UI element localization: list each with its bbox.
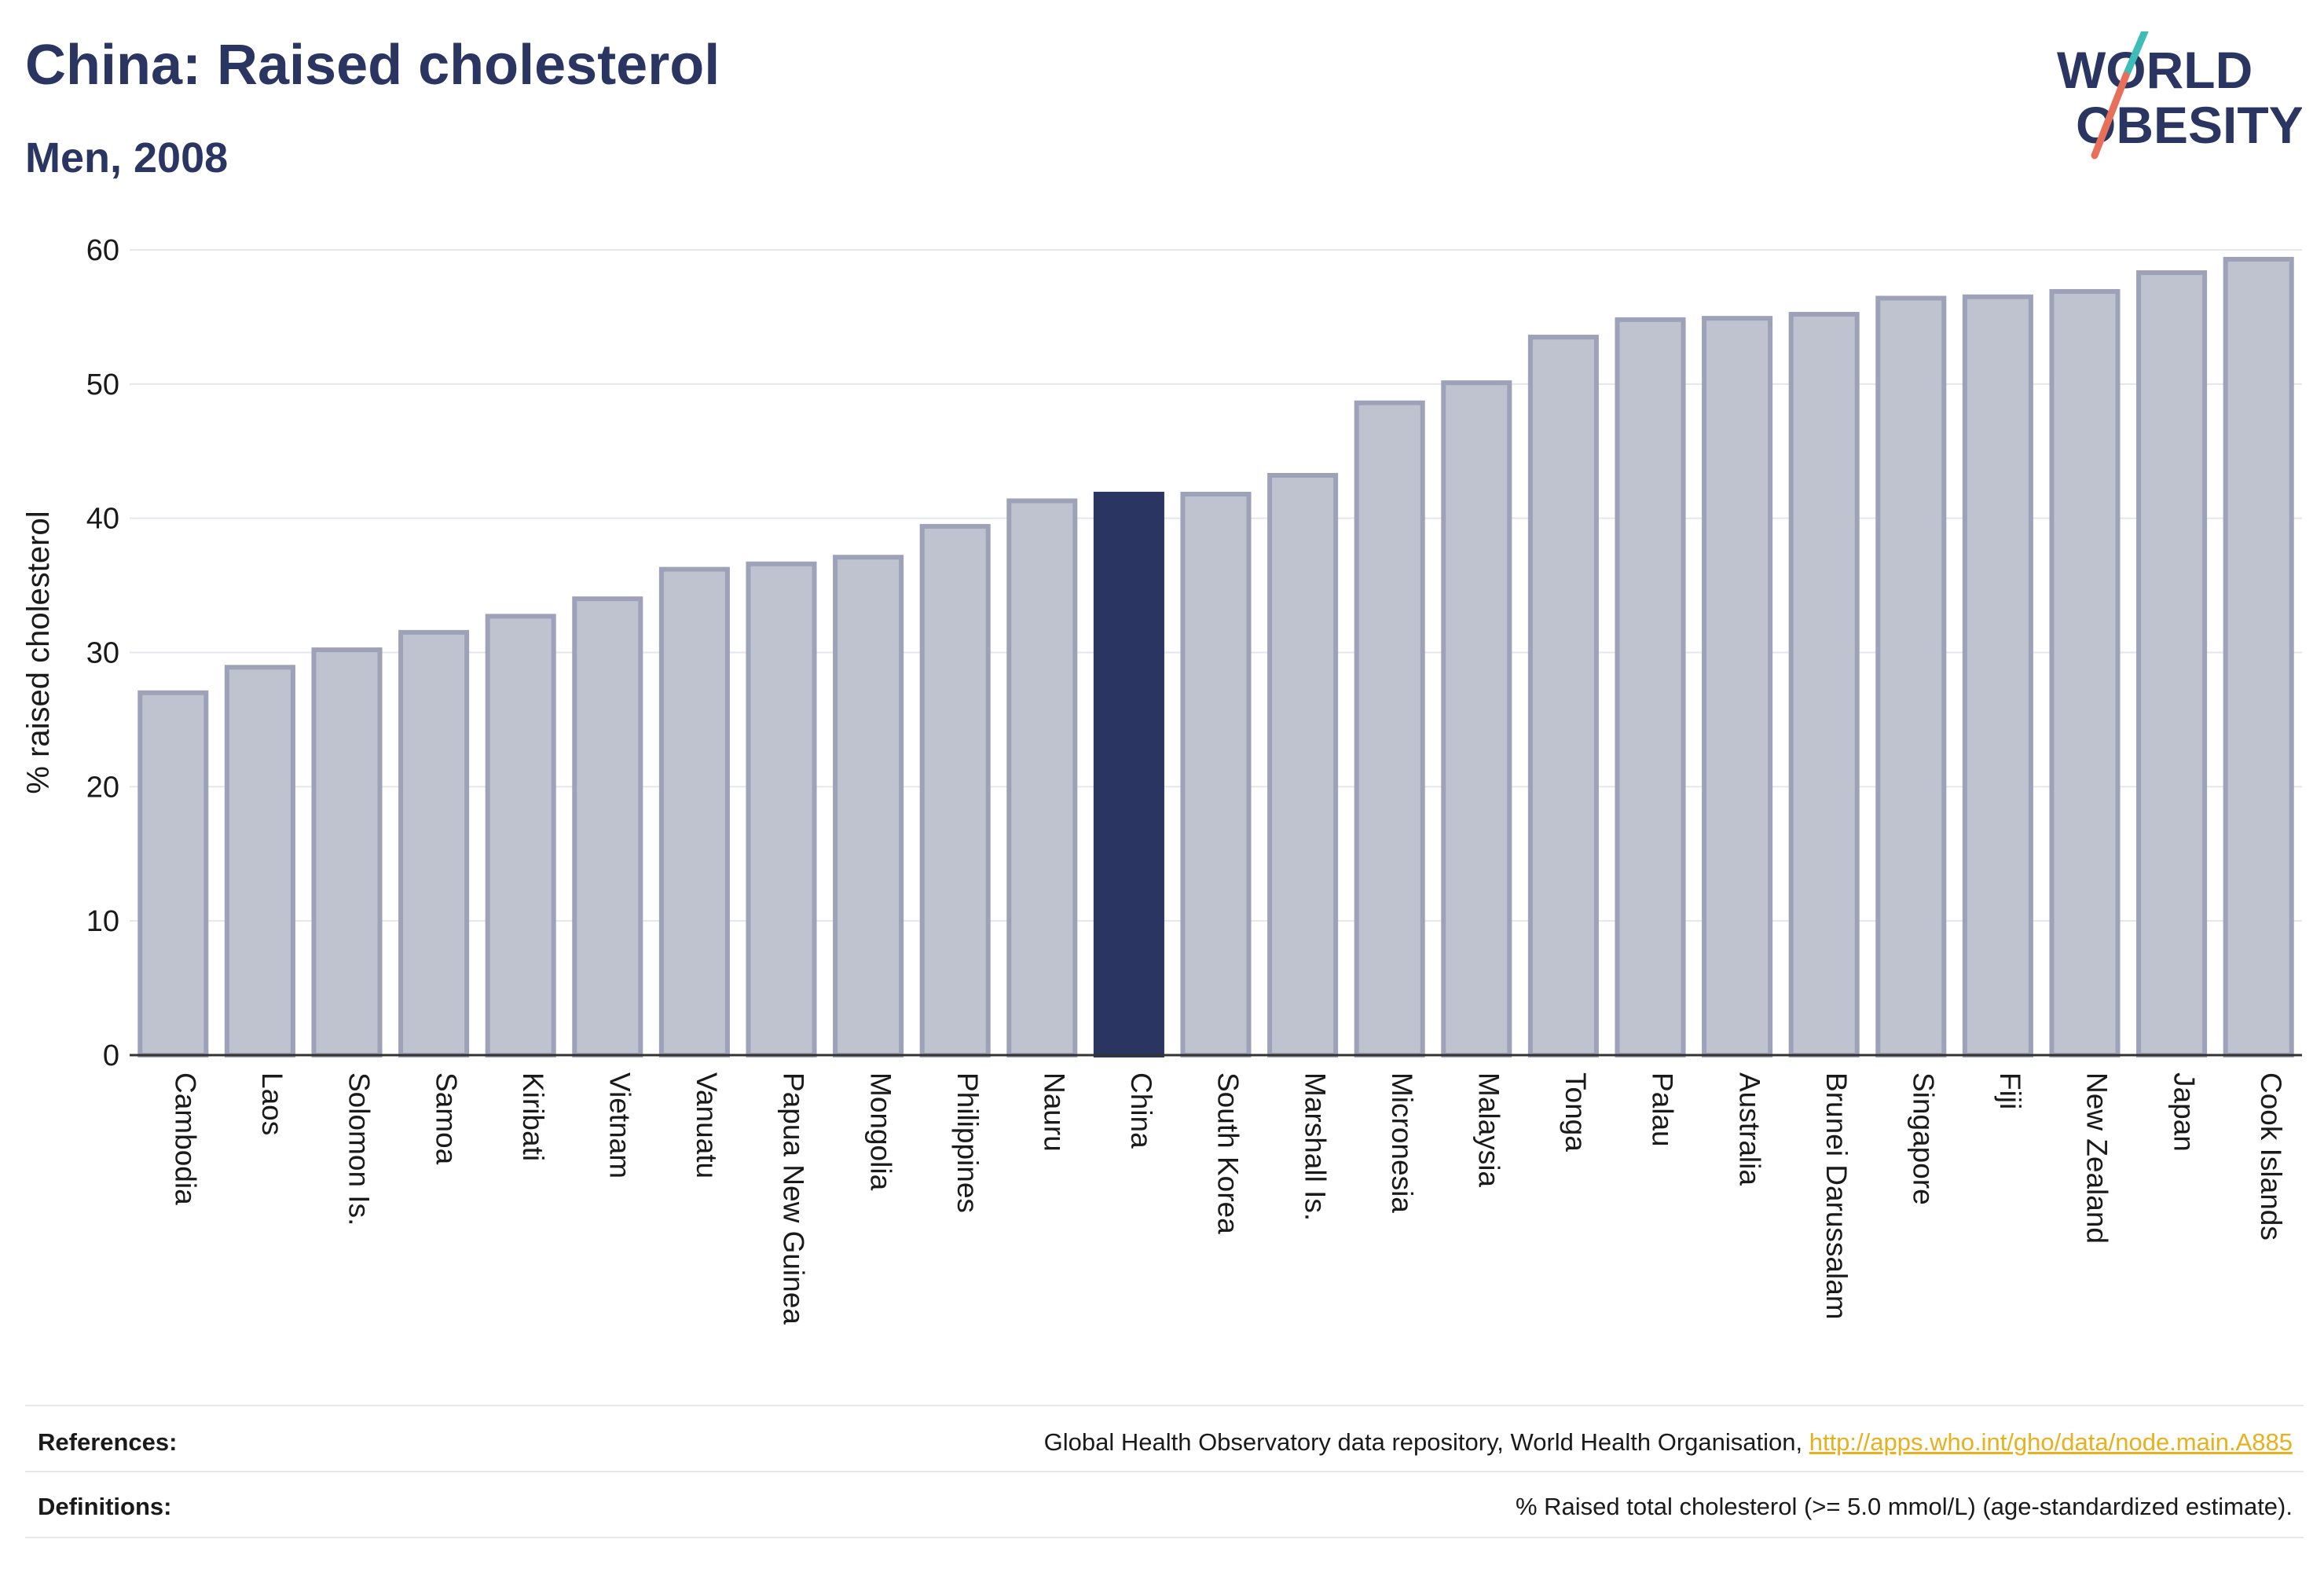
x-tick-label: South Korea: [1212, 1072, 1244, 1234]
bar: [1615, 317, 1686, 1058]
bar-highlight: [1093, 491, 1164, 1057]
x-tick-label: New Zealand: [2081, 1072, 2113, 1244]
bar-chart: 0 10 20 30 40 50 60 Cambodia Laos Solomon Is. Sam…: [21, 234, 2302, 1325]
x-tick-label: Malaysia: [1473, 1072, 1505, 1187]
references-label: References:: [38, 1428, 178, 1456]
references-text: Global Health Observatory data repositor…: [1044, 1428, 2293, 1457]
bar: [1267, 473, 1339, 1057]
bar: [224, 665, 295, 1058]
footer-divider: [25, 1471, 2304, 1472]
bar: [1962, 294, 2033, 1057]
bar: [1875, 295, 1947, 1057]
y-tick-label: 10: [86, 905, 119, 938]
bar: [1180, 491, 1252, 1057]
x-tick-label: Fiji: [1994, 1072, 2026, 1109]
x-tick-label: Papua New Guinea: [778, 1072, 810, 1325]
footer-divider: [25, 1405, 2304, 1406]
x-tick-label: Marshall Is.: [1299, 1072, 1331, 1221]
bar: [1702, 316, 1773, 1057]
x-tick-labels: Cambodia Laos Solomon Is. Samoa Kiribati Viet…: [170, 1072, 2287, 1325]
bar: [311, 647, 383, 1057]
bar: [1006, 498, 1078, 1057]
bar: [137, 690, 209, 1057]
definitions-label: Definitions:: [38, 1493, 172, 1520]
x-tick-label: Mongolia: [864, 1072, 896, 1191]
bar: [485, 614, 556, 1057]
bar: [833, 555, 904, 1057]
world-obesity-logo: WORLD OBESITY: [2057, 31, 2302, 159]
definitions-text: % Raised total cholesterol (>= 5.0 mmol/…: [1515, 1493, 2293, 1520]
page-title: China: Raised cholesterol: [25, 34, 720, 97]
x-tick-label: Tonga: [1560, 1072, 1592, 1152]
x-tick-label: Samoa: [430, 1072, 462, 1165]
bar: [746, 561, 817, 1057]
bar: [2223, 256, 2294, 1058]
page-subtitle: Men, 2008: [25, 134, 229, 181]
x-tick-label: China: [1125, 1072, 1157, 1149]
x-tick-label: Laos: [256, 1072, 288, 1135]
bar: [658, 566, 730, 1057]
bar: [919, 523, 991, 1057]
bar: [2049, 288, 2121, 1058]
x-tick-label: Palau: [1647, 1072, 1679, 1147]
logo-slash-teal-icon: [2122, 31, 2149, 79]
logo-slash-coral-icon: [2091, 71, 2130, 159]
y-tick-label: 30: [86, 637, 119, 670]
x-tick-label: Solomon Is.: [343, 1072, 376, 1226]
y-tick-label: 20: [86, 771, 119, 804]
bars: [137, 256, 2294, 1058]
bar: [1354, 400, 1425, 1057]
logo-line1: WORLD: [2057, 41, 2253, 99]
x-tick-label: Vietnam: [604, 1072, 636, 1178]
bar: [1441, 380, 1512, 1057]
x-tick-label: Vanuatu: [691, 1072, 723, 1178]
x-tick-label: Nauru: [1039, 1072, 1071, 1152]
x-tick-label: Micronesia: [1386, 1072, 1418, 1213]
x-tick-label: Kiribati: [517, 1072, 549, 1161]
bar: [398, 629, 470, 1057]
footer-divider: [25, 1537, 2304, 1538]
x-tick-label: Australia: [1733, 1072, 1765, 1186]
references-link[interactable]: http://apps.who.int/gho/data/node.main.A…: [1809, 1428, 2293, 1456]
x-tick-label: Cambodia: [170, 1072, 202, 1205]
x-tick-label: Singapore: [1908, 1072, 1940, 1205]
x-tick-label: Cook Islands: [2255, 1072, 2287, 1241]
bar: [1527, 335, 1599, 1057]
y-axis-label: % raised cholesterol: [21, 511, 56, 793]
y-tick-label: 50: [86, 368, 119, 401]
bar: [572, 596, 643, 1057]
x-tick-label: Philippines: [951, 1072, 984, 1213]
y-tick-label: 0: [103, 1039, 119, 1072]
references-source: Global Health Observatory data repositor…: [1043, 1428, 1809, 1456]
x-tick-label: Japan: [2168, 1072, 2200, 1152]
y-tick-label: 60: [86, 234, 119, 267]
bar: [2136, 270, 2208, 1057]
x-tick-label: Brunei Darussalam: [1820, 1072, 1853, 1320]
y-tick-labels: 0 10 20 30 40 50 60: [86, 234, 119, 1072]
bar: [1788, 312, 1860, 1057]
y-tick-label: 40: [86, 503, 119, 536]
